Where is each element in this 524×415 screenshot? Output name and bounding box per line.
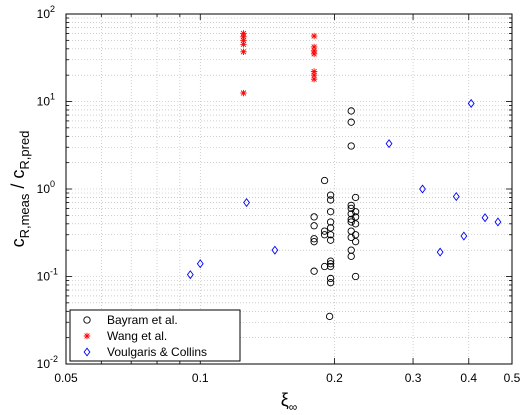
x-tick-label: 0.05 [54, 371, 78, 385]
data-point-bayram-et-al [326, 196, 335, 204]
y-axis-label: cR,meas / cR,pred [8, 131, 32, 248]
data-point-bayram-et-al [326, 257, 335, 265]
data-point-bayram-et-al [326, 224, 335, 232]
data-point-bayram-et-al [351, 220, 360, 228]
legend-label-voulgaris-collins: Voulgaris & Collins [107, 345, 207, 359]
data-point-voulgaris-collins [243, 198, 250, 208]
data-point-bayram-et-al [326, 262, 335, 271]
data-point-bayram-et-al [326, 236, 335, 244]
data-point-voulgaris-collins [460, 231, 468, 241]
data-point-wang-et-al [310, 75, 318, 83]
data-point-bayram-et-al [347, 142, 355, 150]
y-tick-label-exponent: -2 [50, 354, 58, 364]
data-point-bayram-et-al [320, 262, 329, 271]
data-point-bayram-et-al [326, 208, 335, 216]
y-axis-label-separator: / c [8, 170, 28, 194]
data-point-voulgaris-collins [481, 213, 489, 223]
data-point-bayram-et-al [326, 218, 335, 226]
data-point-wang-et-al [310, 32, 318, 40]
x-tick-label: 0.3 [405, 371, 422, 385]
y-tick-label: 10 [37, 182, 51, 196]
x-axis-label-main: ξ [281, 390, 289, 410]
legend-label-bayram-et-al: Bayram et al. [107, 313, 178, 327]
data-point-bayram-et-al [351, 193, 360, 202]
data-point-voulgaris-collins [494, 217, 502, 227]
x-axis-label: ξ∞ [281, 390, 298, 414]
y-tick-label: 10 [37, 357, 51, 371]
data-point-voulgaris-collins [436, 247, 444, 257]
data-point-bayram-et-al [310, 213, 318, 221]
data-point-bayram-et-al [347, 215, 355, 223]
data-point-wang-et-al [240, 41, 247, 48]
data-points [186, 30, 502, 321]
data-point-bayram-et-al [320, 227, 329, 235]
data-point-bayram-et-al [351, 238, 360, 246]
y-tick-label: 10 [37, 7, 51, 21]
y-axis-label-c1: c [8, 238, 28, 247]
x-tick-label: 0.5 [504, 371, 521, 385]
y-tick-label-exponent: 0 [50, 179, 55, 189]
data-point-bayram-et-al [351, 213, 360, 221]
legend-box [69, 309, 241, 362]
data-point-voulgaris-collins [467, 98, 475, 108]
x-tick-label: 0.4 [460, 371, 477, 385]
data-point-bayram-et-al [326, 274, 335, 283]
data-point-bayram-et-al [351, 272, 360, 281]
legend-label-wang-et-al: Wang et al. [107, 329, 167, 343]
grid-lines [66, 14, 512, 364]
data-point-bayram-et-al [325, 312, 334, 321]
data-point-bayram-et-al [310, 267, 318, 275]
x-tick-label: 0.2 [326, 371, 343, 385]
y-axis-label-sub2: R,pred [17, 131, 32, 170]
y-tick-label-exponent: 1 [50, 92, 55, 102]
data-point-bayram-et-al [310, 238, 318, 246]
y-axis-label-sub1: R,meas [17, 193, 32, 238]
data-point-wang-et-al [240, 48, 247, 55]
data-point-bayram-et-al [347, 107, 355, 115]
y-tick-label-exponent: -1 [50, 267, 58, 277]
data-point-bayram-et-al [351, 208, 360, 216]
data-point-bayram-et-al [326, 231, 335, 239]
data-point-bayram-et-al [351, 231, 360, 239]
data-point-voulgaris-collins [419, 184, 426, 194]
data-point-bayram-et-al [310, 235, 318, 243]
data-point-voulgaris-collins [271, 245, 279, 255]
data-point-voulgaris-collins [186, 270, 194, 280]
legend-marker-bayram-et-al [83, 316, 91, 324]
data-point-voulgaris-collins [452, 191, 460, 202]
data-point-wang-et-al [310, 50, 318, 58]
legend-marker-voulgaris-collins [83, 347, 91, 357]
data-point-voulgaris-collins [385, 139, 393, 149]
data-point-bayram-et-al [320, 176, 329, 185]
legend: Bayram et al. Wang et al. Voulgaris & Coll… [69, 309, 241, 362]
data-point-bayram-et-al [310, 222, 318, 230]
data-point-bayram-et-al [347, 218, 355, 226]
y-tick-label: 10 [37, 270, 51, 284]
data-point-bayram-et-al [326, 260, 335, 268]
data-point-voulgaris-collins [196, 259, 204, 269]
data-point-bayram-et-al [326, 279, 335, 287]
x-axis-label-subscript: ∞ [289, 400, 298, 414]
y-tick-label: 10 [37, 95, 51, 109]
data-point-wang-et-al [310, 71, 318, 79]
y-tick-label-exponent: 2 [50, 4, 55, 14]
data-point-bayram-et-al [326, 191, 335, 199]
data-point-wang-et-al [240, 89, 247, 97]
legend-marker-wang-et-al [83, 332, 91, 340]
x-tick-label: 0.1 [192, 371, 209, 385]
data-point-bayram-et-al [347, 227, 355, 235]
x-tick-labels: 0.05 0.1 0.2 0.3 0.4 0.5 [54, 371, 520, 385]
data-point-bayram-et-al [347, 252, 355, 260]
data-point-bayram-et-al [347, 118, 355, 126]
data-point-bayram-et-al [347, 201, 355, 210]
